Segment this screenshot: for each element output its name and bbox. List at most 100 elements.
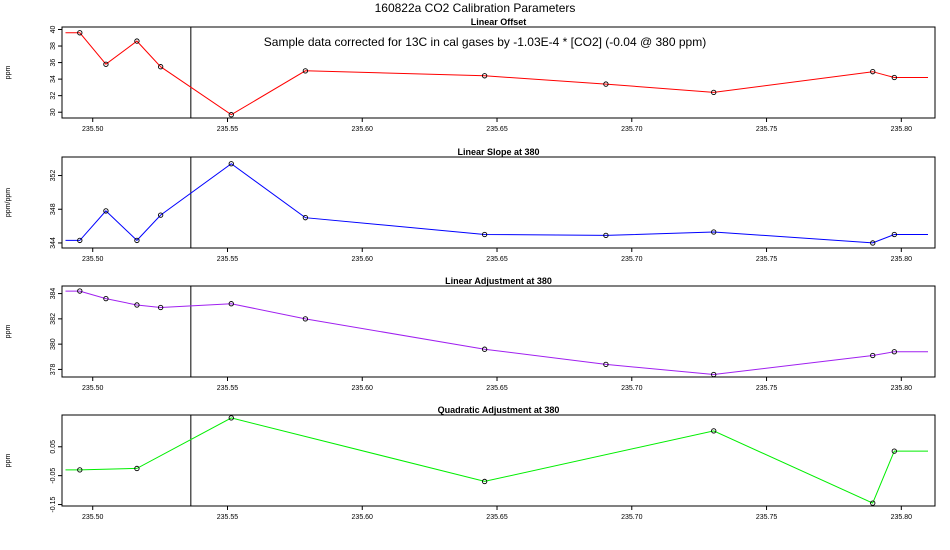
y-tick-label: 348 [50,203,57,215]
y-tick-label: 40 [50,25,57,33]
data-point [77,288,83,294]
panel-2: Linear Slope at 380 235.50 235.55 235.60 235… [5,147,936,263]
data-point [870,240,876,246]
x-tick-label: 235.70 [621,385,643,392]
data-point [302,316,309,322]
panel-title: Quadratic Adjustment at 380 [438,405,560,415]
data-point [711,428,717,434]
panel-1: Linear Offset 235.50 235.55 235.60 235.65 235… [5,17,936,133]
x-tick-label: 235.65 [486,256,508,263]
y-tick-label: -0.15 [50,496,57,512]
x-tick-label: 235.60 [352,256,374,263]
x-tick-label: 235.55 [217,514,239,521]
panel-3: Linear Adjustment at 380 235.50 235.55 235.… [5,276,936,392]
x-tick-label: 235.65 [486,126,508,133]
data-point [891,231,897,238]
data-point [103,208,109,214]
data-point [77,30,83,36]
x-tick-label: 235.70 [621,126,643,133]
x-tick-label: 235.75 [756,256,778,263]
data-point [103,61,109,67]
series-line [65,290,928,376]
panel-title: Linear Slope at 380 [457,147,539,157]
data-point [134,38,140,44]
panel-title: Linear Offset [471,17,527,27]
y-tick-label: 32 [50,92,57,100]
data-point [891,74,897,81]
x-tick-label: 235.70 [621,256,643,263]
data-point [77,237,83,244]
y-axis-label: ppm [5,325,12,339]
data-point [870,352,876,359]
x-tick-label: 235.50 [82,514,104,521]
data-point [228,415,234,421]
data-point [228,161,234,167]
data-point [103,295,109,302]
correction-note: Sample data corrected for 13C in cal gas… [264,35,706,49]
data-point [134,237,140,244]
data-point [481,231,488,238]
series-line [65,32,928,116]
data-point [157,212,164,218]
data-point [157,64,164,70]
x-tick-label: 235.55 [217,385,239,392]
y-tick-label: 378 [50,363,57,375]
data-point [228,301,234,307]
y-axis-label: ppm [5,66,12,80]
x-tick-label: 235.75 [756,126,778,133]
y-tick-label: 34 [50,75,57,83]
x-tick-label: 235.75 [756,385,778,392]
y-tick-label: 384 [50,288,57,300]
y-tick-label: 380 [50,338,57,350]
data-point [891,349,897,355]
data-point [603,232,609,239]
data-point [228,112,234,118]
x-tick-label: 235.50 [82,256,104,263]
data-point [711,371,717,378]
y-tick-label: 38 [50,42,57,50]
y-tick-label: 352 [50,170,57,182]
panel-title: Linear Adjustment at 380 [445,276,552,286]
x-tick-label: 235.65 [486,385,508,392]
panels-group: Linear Offset 235.50 235.55 235.60 235.65 235… [5,17,936,521]
data-point [134,465,140,472]
figure-title: 160822a CO2 Calibration Parameters [375,1,576,15]
data-point [157,304,164,311]
data-point [77,467,83,473]
x-tick-label: 235.80 [891,514,913,521]
data-point [870,69,876,75]
x-tick-label: 235.80 [891,385,913,392]
y-axis-label: ppm [5,454,12,468]
plot-frame [61,285,936,378]
y-tick-label: 30 [50,108,57,116]
x-tick-label: 235.60 [352,514,374,521]
data-point [891,448,897,454]
x-tick-label: 235.80 [891,126,913,133]
data-point [302,68,309,74]
x-tick-label: 235.50 [82,385,104,392]
y-tick-label: 0.05 [50,440,57,454]
x-tick-label: 235.55 [217,256,239,263]
y-tick-label: 382 [50,313,57,325]
data-point [603,81,609,87]
panel-4: Quadratic Adjustment at 380 235.50 235.55 2… [5,405,936,521]
data-point [481,478,488,485]
data-point [302,215,309,221]
plot-frame [61,414,936,507]
x-tick-label: 235.50 [82,126,104,133]
x-tick-label: 235.60 [352,126,374,133]
plot-frame [61,156,936,249]
y-tick-label: -0.05 [50,468,57,484]
data-point [711,229,717,235]
data-point [481,73,488,79]
y-axis-label: ppm/ppm [5,188,12,217]
x-tick-label: 235.65 [486,514,508,521]
x-tick-label: 235.55 [217,126,239,133]
y-tick-label: 36 [50,59,57,67]
x-tick-label: 235.60 [352,385,374,392]
series-line [65,417,928,504]
data-point [603,361,609,368]
data-point [711,89,717,96]
x-tick-label: 235.75 [756,514,778,521]
